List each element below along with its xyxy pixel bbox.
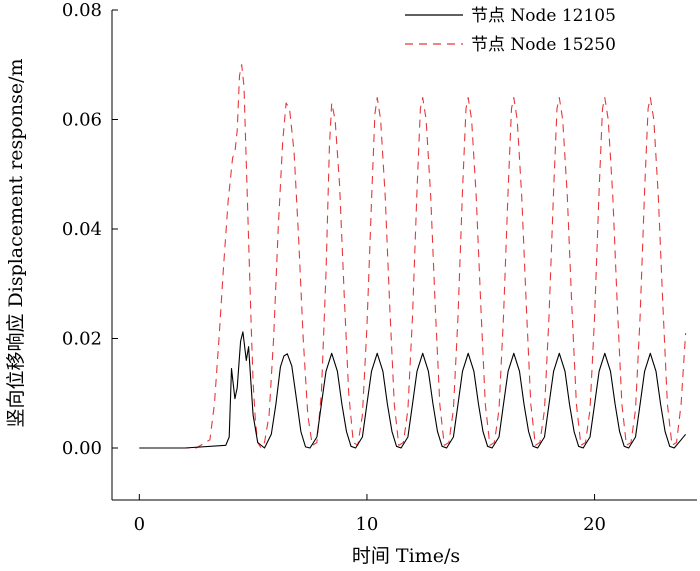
x-tick-label: 10 [355,514,378,535]
y-tick-label: 0.00 [62,438,102,459]
y-tick-label: 0.02 [62,328,102,349]
series-line-15250 [139,64,687,449]
y-tick-label: 0.06 [62,109,102,130]
x-tick-label: 20 [583,514,606,535]
legend: 节点 Node 12105 节点 Node 15250 [405,6,616,55]
y-axis-title: 竖向位移响应 Displacement response/m [5,58,27,427]
series-line-12105 [139,331,687,449]
legend-label-node-12105: 节点 Node 12105 [471,6,616,26]
y-tick-label: 0.08 [62,0,102,21]
x-tick-label: 0 [134,514,145,535]
series-layer [139,64,687,449]
legend-label-node-15250: 节点 Node 15250 [471,35,616,55]
x-axis-ticks: 0 10 20 [134,494,606,535]
plot-frame [111,10,697,501]
x-axis-title: 时间 Time/s [352,545,460,567]
y-tick-label: 0.04 [62,219,102,240]
y-axis-ticks: 0.00 0.02 0.04 0.06 0.08 [62,0,118,459]
